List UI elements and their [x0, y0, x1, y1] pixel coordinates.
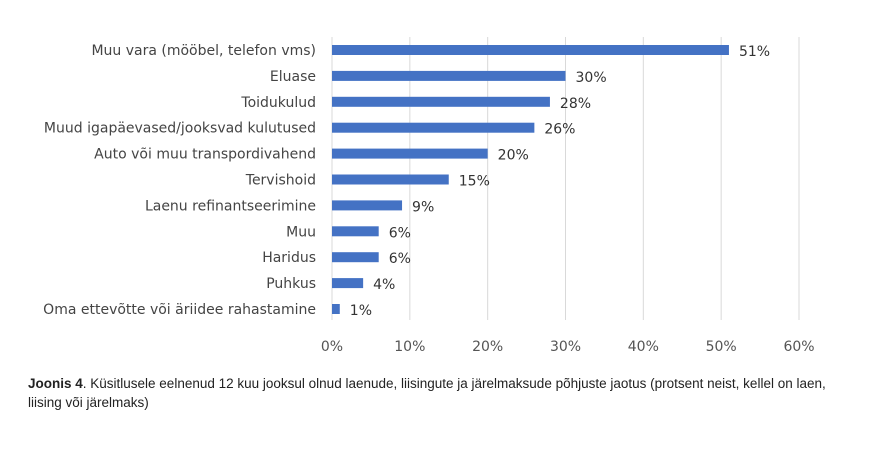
- gridlines: [331, 37, 800, 320]
- category-label: Laenu refinantseerimine: [145, 198, 316, 214]
- value-label: 20%: [498, 148, 529, 164]
- x-tick-label: 0%: [321, 339, 343, 355]
- value-label: 4%: [373, 277, 395, 293]
- category-label: Auto või muu transpordivahend: [94, 147, 316, 163]
- bars-group: [332, 45, 729, 314]
- category-label: Muud igapäevased/jooksvad kulutused: [44, 121, 316, 137]
- category-label: Tervishoid: [245, 173, 316, 189]
- bar: [332, 226, 379, 237]
- bar: [332, 45, 729, 55]
- bar: [332, 200, 403, 211]
- category-label: Haridus: [262, 250, 316, 266]
- value-label: 9%: [412, 199, 434, 215]
- x-tick-label: 10%: [394, 339, 425, 355]
- category-label: Muu: [286, 224, 316, 240]
- bar: [332, 304, 340, 314]
- x-tick-label: 50%: [706, 339, 737, 355]
- bar-chart: Muu vara (mööbel, telefon vms) Eluase Toid…: [43, 37, 815, 355]
- figure-label: Joonis 4: [28, 376, 83, 391]
- value-label: 1%: [350, 303, 372, 319]
- x-tick-label: 60%: [783, 339, 814, 355]
- x-axis-tick-labels: 0% 10% 20% 30% 40% 50% 60%: [321, 339, 815, 355]
- value-label: 30%: [576, 70, 607, 86]
- value-label: 6%: [389, 225, 411, 241]
- figure-caption: Joonis 4. Küsitlusele eelnenud 12 kuu jo…: [28, 374, 848, 412]
- bar: [332, 278, 364, 289]
- value-label: 15%: [459, 174, 490, 190]
- category-label: Muu vara (mööbel, telefon vms): [91, 43, 316, 59]
- value-label: 6%: [389, 251, 411, 267]
- category-label: Oma ettevõtte või äriidee rahastamine: [43, 302, 316, 318]
- value-labels: 51%30%28%26%20%15%9%6%6%4%1%: [350, 44, 770, 319]
- bar: [332, 174, 449, 185]
- category-labels: Muu vara (mööbel, telefon vms) Eluase Toid…: [43, 43, 316, 318]
- value-label: 28%: [560, 96, 591, 112]
- x-tick-label: 40%: [628, 339, 659, 355]
- category-label: Puhkus: [266, 276, 316, 292]
- bar: [332, 148, 488, 159]
- bar: [332, 70, 566, 81]
- value-label: 51%: [739, 44, 770, 60]
- category-label: Eluase: [270, 69, 316, 85]
- caption-text: . Küsitlusele eelnenud 12 kuu jooksul ol…: [28, 376, 826, 410]
- bar: [332, 96, 550, 107]
- category-label: Toidukulud: [240, 95, 316, 111]
- x-tick-label: 20%: [472, 339, 503, 355]
- value-label: 26%: [544, 122, 575, 138]
- x-tick-label: 30%: [550, 339, 581, 355]
- bar: [332, 122, 535, 133]
- bar: [332, 252, 379, 263]
